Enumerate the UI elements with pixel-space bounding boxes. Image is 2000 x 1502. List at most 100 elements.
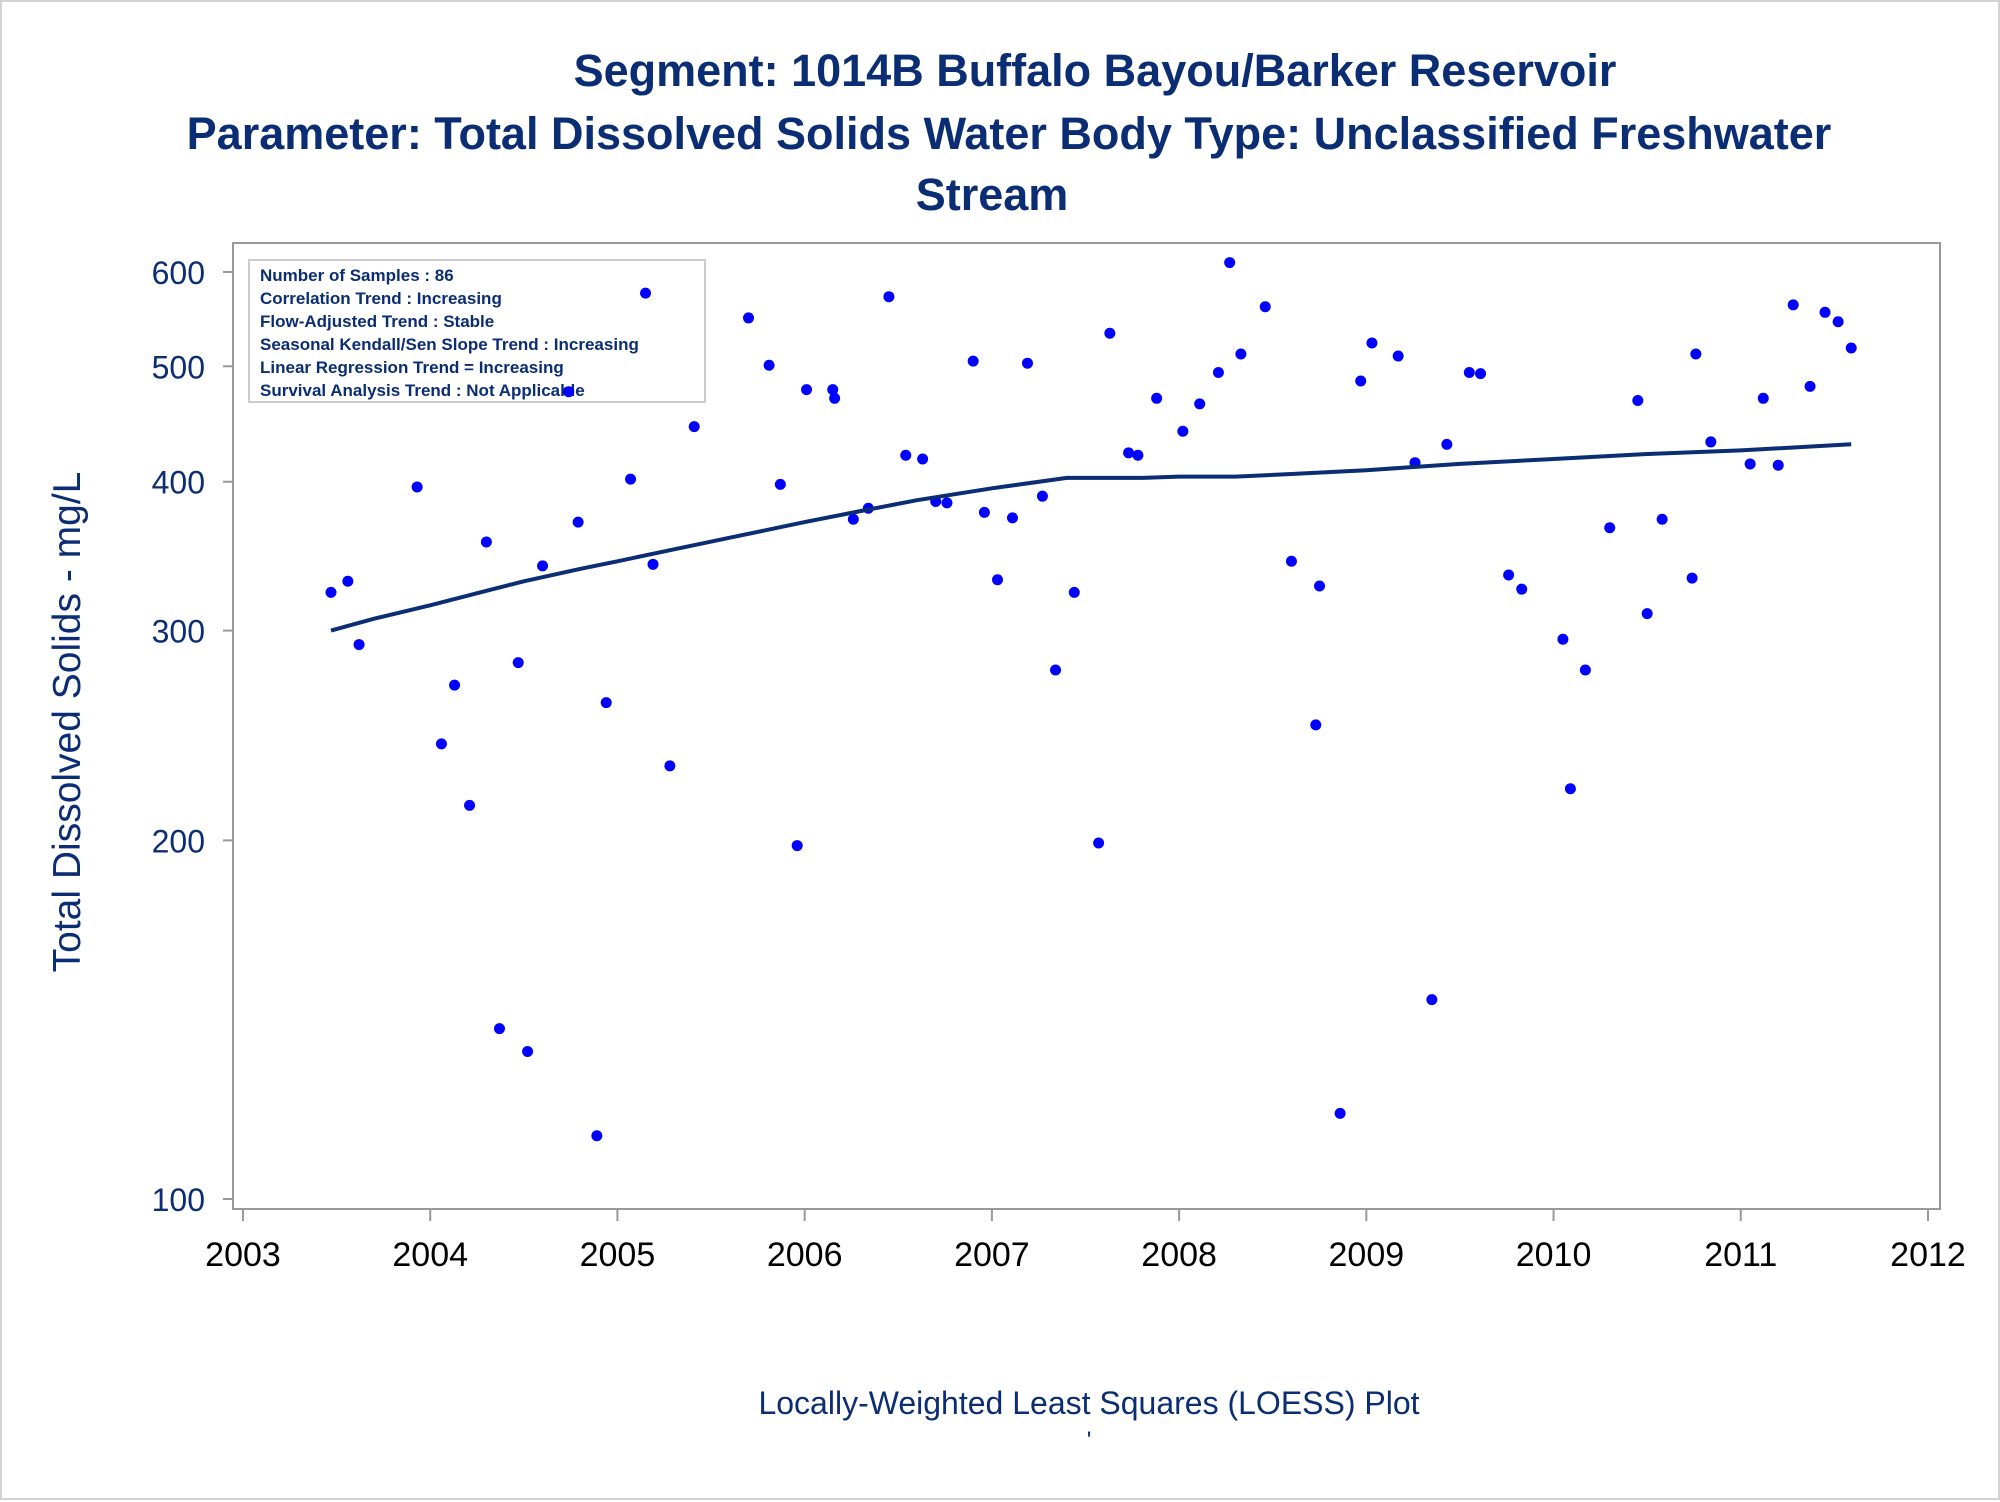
y-tick-label: 500 [152,349,205,385]
stats-line-flow-adjusted: Flow-Adjusted Trend : Stable [260,312,494,331]
y-axis-label: Total Dissolved Solids - mg/L [46,472,89,973]
x-tick-label: 2006 [767,1236,843,1274]
data-point [1036,490,1048,502]
x-axis-ticks: 2003 2004 2005 2006 2007 2008 2009 2010 2011 2012 [205,1209,1966,1274]
data-point [1787,299,1799,311]
data-point [664,760,676,772]
data-point [1310,719,1322,731]
data-point [1641,608,1653,620]
loess-curve [330,442,1852,633]
data-point [763,359,775,371]
data-point [829,392,841,404]
data-point [353,639,365,651]
data-point [1772,459,1784,471]
data-point [801,384,813,396]
y-tick-label: 200 [152,823,205,859]
data-point [1123,447,1135,459]
data-point [1212,367,1224,379]
data-point [1441,438,1453,450]
y-tick-label: 600 [152,255,205,291]
data-point [883,291,895,303]
x-tick-label: 2009 [1329,1236,1405,1274]
data-point [1259,301,1271,313]
x-tick-label: 2004 [392,1236,468,1274]
y-axis-ticks: 100 200 300 400 500 600 [152,255,233,1218]
chart-subtitle-line-1: Parameter: Total Dissolved Solids Water … [187,108,1832,159]
x-tick-label: 2007 [954,1236,1030,1274]
stats-line-correlation: Correlation Trend : Increasing [260,289,502,308]
stats-box-border [248,259,706,403]
data-point [1426,994,1438,1006]
data-point [1006,512,1018,524]
stats-line-survival: Survival Analysis Trend : Not Applicable [260,381,585,400]
data-point [847,513,859,525]
stats-box: Number of Samples : 86 Correlation Trend… [248,259,706,403]
data-point [1021,357,1033,369]
x-tick-label: 2012 [1890,1236,1966,1274]
stats-line-samples: Number of Samples : 86 [260,266,454,285]
data-point [917,453,929,465]
x-tick-label: 2011 [1704,1236,1777,1274]
data-point [1845,342,1857,354]
data-point [1104,327,1116,339]
data-point [640,287,652,299]
data-point [1334,1107,1346,1119]
data-point [688,421,700,433]
data-point [1093,837,1105,849]
plot-area [232,242,1941,1210]
chart-subtitle-line-2: Stream [916,169,1069,220]
data-point [1194,398,1206,410]
data-point [493,1023,505,1035]
data-point [1604,522,1616,534]
data-point [900,449,912,461]
x-tick-label: 2003 [205,1236,281,1274]
data-point [1690,348,1702,360]
data-point [941,497,953,509]
data-point [522,1045,534,1057]
data-point [591,1130,603,1142]
data-point [1151,392,1163,404]
data-point [1579,664,1591,676]
data-point [342,575,354,587]
y-tick-label: 100 [152,1182,205,1218]
data-point [411,481,423,493]
data-point [1832,316,1844,328]
data-point [1686,572,1698,584]
data-point [325,586,337,598]
data-point [563,386,575,398]
data-point [1366,337,1378,349]
data-point [1503,569,1515,581]
data-point [1355,375,1367,387]
data-point [464,799,476,811]
data-point [1744,458,1756,470]
data-point [1285,555,1297,567]
data-point [827,384,839,396]
y-tick-label: 400 [152,465,205,501]
data-point [978,506,990,518]
data-point [1564,783,1576,795]
data-point [1235,348,1247,360]
data-points [325,257,1857,1142]
data-point [992,574,1004,586]
data-point [480,536,492,548]
data-point [435,738,447,750]
data-point [1705,436,1717,448]
data-point [625,473,637,485]
x-axis-label: Locally-Weighted Least Squares (LOESS) P… [758,1385,1419,1421]
data-point [1557,633,1569,645]
data-point [1463,367,1475,379]
data-point [1632,395,1644,407]
data-point [537,560,549,572]
chart-title: Segment: 1014B Buffalo Bayou/Barker Rese… [574,45,1617,96]
stats-line-linear-regression: Linear Regression Trend = Increasing [260,358,564,377]
x-tick-label: 2010 [1516,1236,1592,1274]
data-point [1177,425,1189,437]
data-point [791,840,803,852]
data-point [1804,380,1816,392]
data-point [449,679,461,691]
data-point [774,478,786,490]
chart-footnote: ' [1087,1427,1092,1454]
stats-line-seasonal-kendall: Seasonal Kendall/Sen Slope Trend : Incre… [260,335,639,354]
data-point [1475,368,1487,380]
